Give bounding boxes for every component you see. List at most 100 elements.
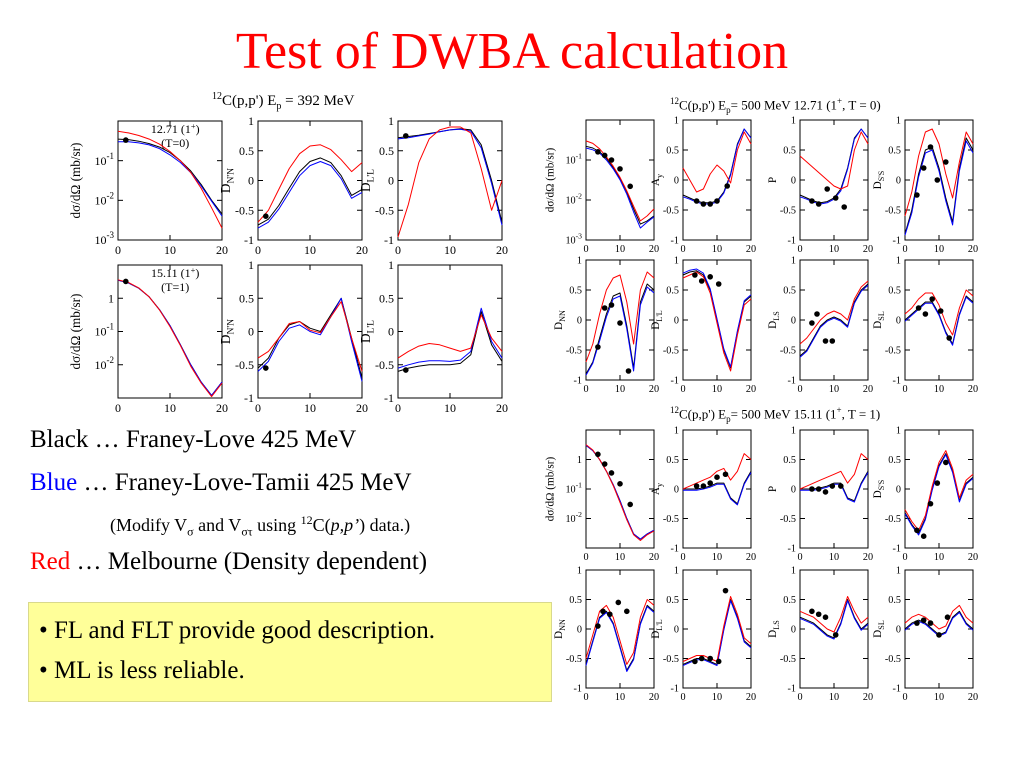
- note-sup: 12: [300, 513, 313, 527]
- r-t1-cs-data-point: [601, 461, 608, 467]
- r-t1-dss-xtick-label: 20: [968, 552, 978, 563]
- r-t0-dls-series-blue: [799, 284, 869, 358]
- l-t0-cs-data-point: [123, 137, 129, 143]
- r-t1-ay-xtick-label: 0: [680, 552, 685, 563]
- note-sub2: στ: [241, 524, 253, 539]
- note-a: (Modify V: [110, 515, 188, 535]
- r-t0-dss-data-point: [934, 177, 941, 183]
- r-t0-dls-xtick-label: 10: [829, 384, 839, 395]
- l-t0-dll-frame: [397, 120, 503, 241]
- r-t0-dls-data-point: [822, 338, 829, 344]
- r-t1-p-ytick-label: 1: [791, 426, 796, 437]
- r-t0-dsl-series-red: [904, 289, 974, 336]
- r-t0-dnn-data-point: [601, 305, 608, 311]
- l-t0-cs-series-red: [117, 130, 223, 229]
- r-t0-dnn-data-point: [617, 320, 623, 326]
- r-t0-dss-series-blue: [904, 140, 974, 236]
- r-t0-dss-xtick-label: 0: [902, 244, 907, 255]
- r-t1-dll-ylabel: DL'L: [650, 619, 664, 639]
- r-t0-cs-ytick-label: 10-2: [565, 191, 582, 206]
- r-t0-dsl-ytick-label: 0.5: [888, 286, 901, 297]
- r-t1-ay-series-red: [682, 453, 752, 490]
- r-t1-dsl-data-point: [920, 617, 927, 623]
- r-t0-dss-ytick-label: 0.5: [888, 146, 901, 157]
- r-t0-p-data-point: [824, 186, 830, 192]
- l-t1-cs-data-point: [123, 278, 129, 285]
- r-t0-cs-ylabel: dσ/dΩ (mb/sr): [545, 147, 557, 212]
- r-t1-dll-ytick-label: 1: [674, 566, 679, 577]
- r-t0-dss-xtick-label: 20: [968, 244, 978, 255]
- r-t1-dls-series-blue: [799, 600, 869, 640]
- r-t0-dss-xtick-label: 10: [934, 244, 944, 255]
- caption-right-top: 12C(p,p') Ep= 500 MeV 12.71 (1+, T = 0): [670, 92, 881, 119]
- l-t0-dll-series-blue: [397, 128, 503, 226]
- r-t0-dls-series-black: [799, 283, 869, 357]
- r-t0-cs-xtick-label: 10: [615, 244, 625, 255]
- r-t1-ay-ytick-label: 1: [674, 426, 679, 437]
- l-t1-cs-ytick-label: 10-1: [95, 322, 115, 339]
- r-t1-dss-xtick-label: 10: [934, 552, 944, 563]
- legend-blue: Blue … Franey-Love-Tamii 425 MeV: [30, 468, 412, 498]
- l-t0-cs-xtick-label: 0: [115, 243, 121, 257]
- r-t1-dll-ytick-label: 0: [674, 625, 679, 636]
- r-t1-ay-xtick-label: 20: [746, 552, 756, 563]
- r-t0-dll-data-point: [692, 272, 698, 278]
- l-t0-dll-series-red: [397, 126, 503, 238]
- r-t0-cs-data-point: [627, 183, 633, 190]
- r-t1-p-ytick-label: 0.5: [783, 455, 796, 466]
- l-t1-dnn-ytick-label: 1: [248, 258, 254, 272]
- r-t0-ay-ytick-label: -1: [671, 236, 680, 247]
- r-t0-p-ylabel: P: [767, 177, 779, 183]
- r-t1-dss-ytick-label: 0: [896, 485, 901, 496]
- caption-rt-tail: , T = 0): [842, 97, 881, 113]
- r-t1-dls-series-red: [799, 596, 869, 633]
- l-t0-dnn-ylabel: DN'N: [218, 168, 237, 193]
- r-t0-cs-xtick-label: 0: [583, 244, 588, 255]
- r-t1-dls-ylabel: DLS: [767, 620, 781, 638]
- l-t0-dnn-xtick-label: 20: [356, 243, 368, 257]
- r-t1-dnn-xtick-label: 20: [649, 692, 659, 703]
- r-t1-dls-data-point: [822, 614, 829, 620]
- r-t1-dsl-ytick-label: -1: [893, 684, 902, 695]
- r-t0-p-data-point: [815, 201, 822, 207]
- r-t0-dsl-ytick-label: -1: [893, 376, 902, 387]
- r-t1-dss-series-red: [904, 450, 974, 531]
- r-t1-dnn-ytick-label: 0: [577, 625, 582, 636]
- l-t0-dnn-xtick-label: 0: [255, 243, 261, 257]
- r-t0-dll-xtick-label: 10: [712, 384, 722, 395]
- r-t0-dls-ytick-label: -1: [788, 376, 797, 387]
- l-t1-dll-data-point: [403, 367, 409, 373]
- l-t1-cs-annotation: 15.11 (1+): [151, 266, 199, 280]
- r-t0-dll-ytick-label: 0.5: [666, 286, 679, 297]
- r-t1-dsl-ylabel: DSL: [872, 620, 886, 638]
- r-t1-dls-ytick-label: 0.5: [783, 595, 796, 606]
- r-t1-dnn-xtick-label: 10: [615, 692, 625, 703]
- r-t0-dss-data-point: [943, 159, 949, 165]
- r-t0-p-xtick-label: 20: [863, 244, 873, 255]
- caption-rb-sup2: +: [836, 405, 842, 415]
- r-t0-dss-ytick-label: 0: [896, 176, 901, 187]
- r-t1-dsl-ytick-label: 0: [896, 625, 901, 636]
- note-italic: p,p’: [330, 515, 360, 535]
- l-t0-cs-annotation: 12.71 (1+): [151, 122, 200, 136]
- r-t1-dll-data-point: [692, 658, 698, 665]
- legend-red-rest: … Melbourne (Density dependent): [70, 548, 428, 575]
- note-sub1: σ: [187, 524, 194, 539]
- r-t1-p-data-point: [822, 489, 829, 495]
- r-t1-cs-data-point: [617, 481, 623, 487]
- l-t1-dll-ytick-label: 0.5: [379, 291, 394, 305]
- l-t1-cs-ylabel: dσ/dΩ (mb/sr): [68, 294, 83, 370]
- r-t1-dnn-xtick-label: 0: [583, 692, 588, 703]
- r-t1-p-ytick-label: -1: [788, 544, 797, 555]
- r-t0-ay-data-point: [700, 201, 707, 207]
- r-t0-dsl-data-point: [915, 305, 922, 311]
- r-t1-dls-xtick-label: 10: [829, 692, 839, 703]
- l-t0-dnn-series-red: [257, 144, 363, 223]
- r-t1-dll-data-point: [722, 587, 729, 594]
- r-t1-dss-ytick-label: 1: [896, 426, 901, 437]
- r-t0-ay-data-point: [693, 198, 700, 204]
- r-t0-dnn-series-red: [585, 271, 655, 363]
- l-t1-cs-frame: [117, 264, 223, 399]
- r-t0-dnn-xtick-label: 0: [583, 384, 588, 395]
